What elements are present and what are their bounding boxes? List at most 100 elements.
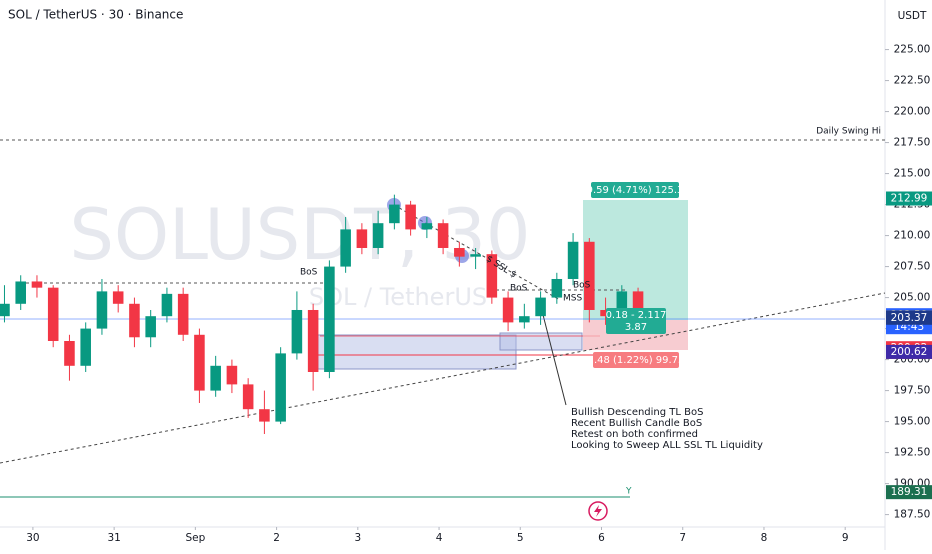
y-tick-label: 187.50 [894, 509, 931, 521]
event-icon-bolt [594, 505, 602, 517]
note-line: Retest on both confirmed [571, 429, 698, 440]
daily-swing-label: Daily Swing Hi [816, 127, 881, 137]
stop-badge [593, 352, 679, 368]
y-tick-label: 192.50 [894, 447, 931, 459]
y-tick-label: 205.00 [894, 292, 931, 304]
note-line: Looking to Sweep ALL SSL TL Liquidity [571, 440, 763, 451]
note-line: Bullish Descending TL BoS [571, 407, 704, 418]
candle-body [15, 281, 26, 304]
price-tag [886, 191, 932, 206]
watermark-sub: SOL / TetherUS [309, 283, 487, 311]
candle-body [31, 281, 43, 288]
x-tick-label: 7 [679, 532, 686, 544]
x-tick-label: 5 [517, 532, 524, 544]
x-tick-label: 4 [436, 532, 443, 544]
watermark: SOLUSDT, 30 [70, 194, 531, 276]
y-tick-label: 222.50 [894, 75, 931, 87]
x-tick-label: Sep [185, 532, 205, 544]
price-tag [886, 485, 932, 500]
candle-body [242, 384, 254, 410]
candle-body [616, 291, 628, 317]
candle-body [470, 254, 481, 257]
x-tick-label: 30 [26, 532, 39, 544]
annotation: MSS [563, 294, 582, 304]
price-tag-label: 203.37 [891, 312, 928, 324]
y-tick-label: 225.00 [894, 44, 931, 56]
candle-body [64, 340, 75, 366]
candle-body [356, 229, 368, 248]
position-badge [606, 308, 666, 334]
annotation: BoS [573, 281, 591, 291]
price-tag [886, 344, 932, 359]
annotation: BoS [300, 268, 318, 278]
candle-body [535, 297, 546, 317]
y-tick-label: 220.00 [894, 106, 931, 118]
position-label: 0.18 - 2.117 [606, 310, 667, 321]
stop-label: 2.48 (1.22%) 99.75 [588, 355, 685, 366]
candle-body [96, 291, 108, 329]
candle-body [372, 223, 384, 248]
y-tick-label: 197.50 [894, 385, 931, 397]
candle-body [194, 334, 205, 391]
price-tag-label: 212.99 [891, 193, 928, 205]
candle-body [112, 291, 124, 304]
target-badge [591, 182, 679, 198]
note-pointer [539, 302, 567, 406]
x-tick-label: 8 [761, 532, 768, 544]
candle-body [259, 409, 270, 422]
note-line: Recent Bullish Candle BoS [571, 418, 702, 429]
candle-body [632, 291, 644, 315]
y-tick-label: 195.00 [894, 416, 931, 428]
y-tick-label: 217.50 [894, 137, 931, 149]
currency: USDT [898, 10, 927, 22]
trend-line [0, 292, 886, 464]
x-tick-label: 3 [354, 532, 361, 544]
target-label: 9.59 (4.71%) 125.3 [587, 185, 684, 196]
candle-body [502, 297, 514, 323]
candle-body [340, 229, 351, 267]
position-ratio: 3.87 [625, 322, 647, 333]
candle-body [405, 204, 416, 230]
candle-body [161, 293, 173, 317]
candle-body [437, 223, 449, 248]
price-tag [886, 310, 932, 325]
candle-body [226, 365, 238, 385]
candle-body [307, 309, 319, 372]
demand-zone [317, 334, 517, 370]
candle-body [421, 223, 433, 230]
candle-body [291, 309, 303, 354]
annotation: BoS [510, 284, 528, 294]
candle-body [129, 303, 140, 338]
candle-body [324, 266, 335, 372]
candle-body [389, 204, 400, 224]
candle-body [584, 241, 595, 310]
candle-body [145, 316, 156, 338]
candle-body [275, 353, 286, 422]
demand-zone [499, 332, 583, 351]
candle-body [551, 278, 563, 298]
candle-body [177, 293, 189, 335]
candle-body [80, 328, 91, 366]
candle-body [519, 316, 530, 323]
candle-body [454, 247, 465, 257]
candle-body [0, 303, 10, 317]
x-tick-label: 6 [598, 532, 605, 544]
plot [0, 194, 644, 434]
x-tick-label: 31 [107, 532, 120, 544]
chart-title: SOL / TetherUS · 30 · Binance [8, 8, 183, 22]
price-tag-label: 189.31 [891, 486, 928, 498]
y-tick-label: 215.00 [894, 168, 931, 180]
candle-body [567, 241, 579, 279]
marker-label: Y [625, 487, 632, 497]
x-tick-label: 2 [273, 532, 280, 544]
x-tick-label: 9 [842, 532, 849, 544]
y-tick-label: 210.00 [894, 230, 931, 242]
candle-body [600, 309, 611, 317]
price-tag-label: 200.62 [891, 346, 928, 358]
candle-body [210, 365, 221, 391]
y-tick-label: 207.50 [894, 261, 931, 273]
candle-body [486, 254, 498, 298]
candle-body [47, 287, 59, 341]
